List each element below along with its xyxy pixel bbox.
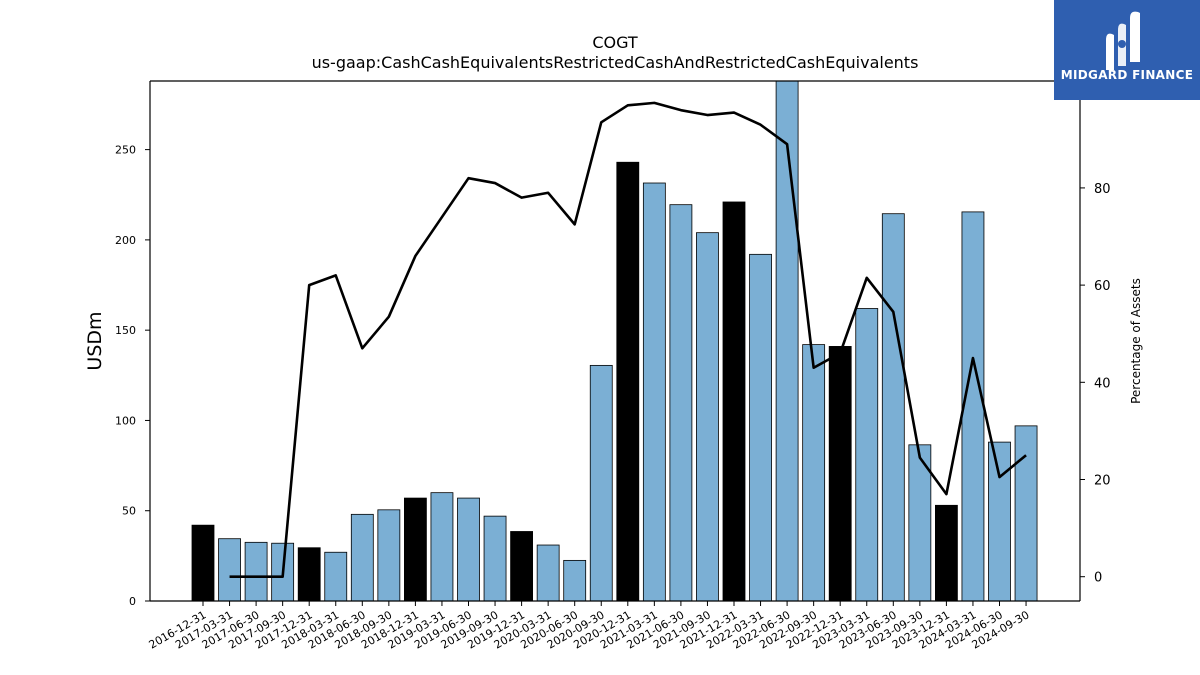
brand-logo: MIDGARD FINANCE: [1054, 0, 1200, 100]
bar: [589, 364, 613, 602]
y2-tick-label: 60: [1094, 279, 1111, 294]
bar: [881, 213, 905, 602]
series-line: [229, 101, 1027, 578]
chart-subtitle: us-gaap:CashCashEquivalentsRestrictedCas…: [311, 53, 919, 72]
y-tick-label: 50: [122, 505, 136, 518]
bar: [324, 551, 348, 602]
y-axis-label: USDm: [84, 311, 106, 370]
bar: [961, 211, 985, 602]
bar: [642, 182, 666, 602]
bar: [749, 253, 772, 602]
logo-text: MIDGARD FINANCE: [1060, 68, 1194, 82]
y-tick-label: 250: [115, 144, 136, 157]
bar: [669, 204, 693, 602]
y2-tick-label: 0: [1094, 571, 1102, 586]
bar: [297, 547, 321, 602]
bar: [828, 346, 852, 602]
y2-tick-label: 20: [1094, 474, 1111, 489]
y-tick-label: 0: [129, 595, 136, 608]
bar: [616, 161, 640, 602]
bar: [350, 513, 374, 602]
bar: [403, 497, 427, 602]
bar: [775, 80, 799, 602]
bar: [457, 497, 480, 602]
y2-tick-label: 40: [1094, 376, 1111, 391]
y-tick-label: 150: [115, 324, 136, 337]
bar: [430, 492, 454, 602]
bar: [563, 559, 587, 602]
midgard-logo-icon: [1106, 11, 1140, 70]
bar: [510, 531, 534, 602]
bar: [536, 544, 560, 602]
bar: [483, 515, 507, 602]
bar: [191, 524, 215, 602]
chart-title: COGT: [592, 33, 638, 52]
bar: [722, 201, 746, 602]
bar: [988, 441, 1011, 602]
bar: [244, 541, 268, 602]
bar: [218, 538, 241, 602]
bar: [855, 308, 879, 602]
bar: [935, 504, 958, 602]
y-tick-label: 200: [115, 234, 136, 247]
bar: [802, 344, 826, 602]
y-tick-label: 100: [115, 414, 136, 427]
bar: [1014, 425, 1038, 602]
y2-axis-label: Percentage of Assets: [1129, 278, 1143, 404]
bar: [377, 509, 401, 602]
bar: [696, 232, 719, 602]
y2-tick-label: 80: [1094, 182, 1111, 197]
